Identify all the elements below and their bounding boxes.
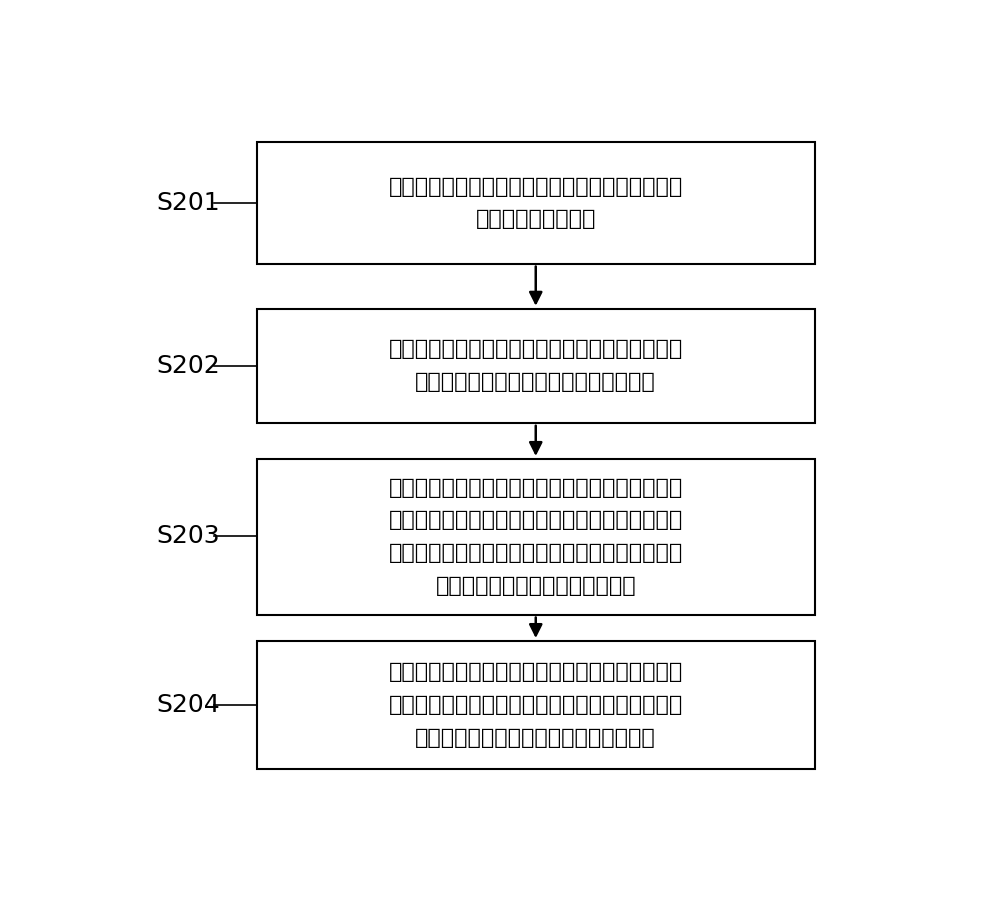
FancyBboxPatch shape [257,641,815,769]
Text: 所述处理模块根据获取的差分电流信号，计算所述
相干光的频率和频谱，根据计算的所述相干光频率
的非线性系数得到所述输入电流的函数关系式，输
出一补偿电流信号至所述: 所述处理模块根据获取的差分电流信号，计算所述 相干光的频率和频谱，根据计算的所述… [389,477,683,596]
Text: 激光器接收一外部输入电流，并输出当前检测光信
号至平衡探测器模块: 激光器接收一外部输入电流，并输出当前检测光信 号至平衡探测器模块 [389,177,683,229]
Text: 所述调整模块对接收的补偿电流信号进行线性调整
，输出三角波补偿电流信号反馈至所述激光器，用
以对所述激光器的输入电流进行电流补偿: 所述调整模块对接收的补偿电流信号进行线性调整 ，输出三角波补偿电流信号反馈至所述… [389,663,683,748]
Text: S202: S202 [156,354,220,378]
Text: S203: S203 [156,524,220,547]
Text: 所述平衡探测器模块接收所述当前检测光信号并形
成相干光，输出差分电流信号至处理模块: 所述平衡探测器模块接收所述当前检测光信号并形 成相干光，输出差分电流信号至处理模… [389,339,683,392]
FancyBboxPatch shape [257,142,815,263]
Text: S201: S201 [156,191,220,216]
Text: S204: S204 [156,693,220,717]
FancyBboxPatch shape [257,458,815,615]
FancyBboxPatch shape [257,308,815,423]
